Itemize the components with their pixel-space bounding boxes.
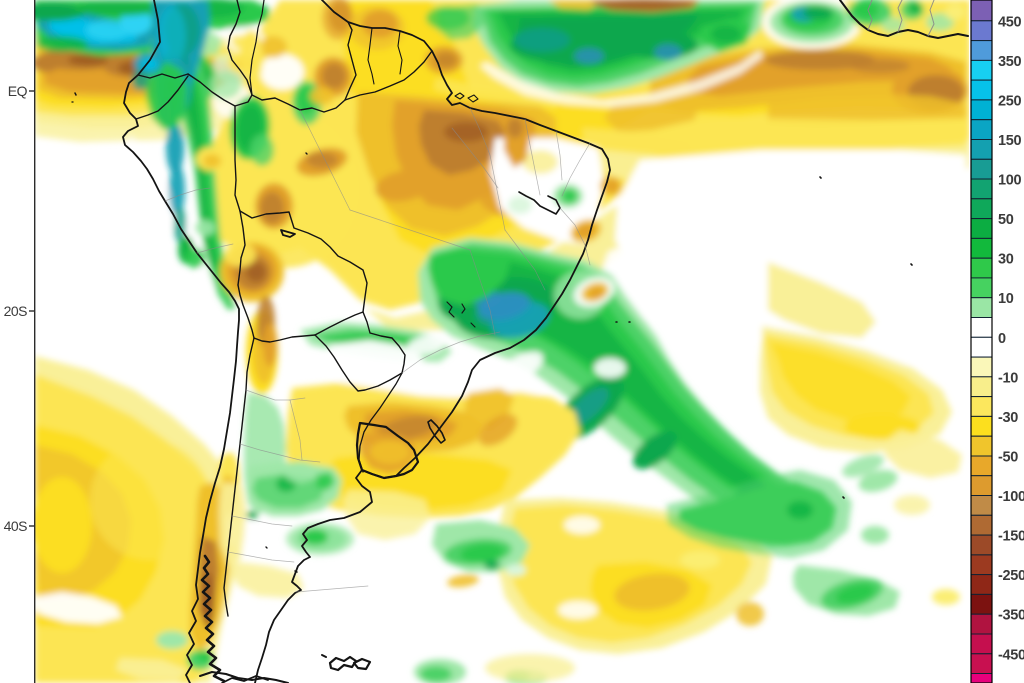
svg-text:-50: -50 <box>998 450 1018 466</box>
svg-text:30: 30 <box>998 252 1014 268</box>
svg-text:20S: 20S <box>4 303 28 319</box>
svg-text:350: 350 <box>998 54 1022 70</box>
svg-text:150: 150 <box>998 133 1022 149</box>
svg-text:-450: -450 <box>998 647 1024 663</box>
svg-text:50: 50 <box>998 212 1014 228</box>
svg-text:EQ: EQ <box>8 83 28 99</box>
svg-text:-30: -30 <box>998 410 1018 426</box>
svg-text:-150: -150 <box>998 529 1024 545</box>
svg-text:0: 0 <box>998 331 1006 347</box>
svg-text:100: 100 <box>998 173 1022 189</box>
svg-text:450: 450 <box>998 14 1022 30</box>
svg-text:10: 10 <box>998 291 1014 307</box>
svg-text:250: 250 <box>998 93 1022 109</box>
svg-text:-350: -350 <box>998 608 1024 624</box>
svg-text:-100: -100 <box>998 489 1024 505</box>
svg-text:-10: -10 <box>998 370 1018 386</box>
svg-text:-250: -250 <box>998 568 1024 584</box>
svg-text:40S: 40S <box>4 518 28 534</box>
